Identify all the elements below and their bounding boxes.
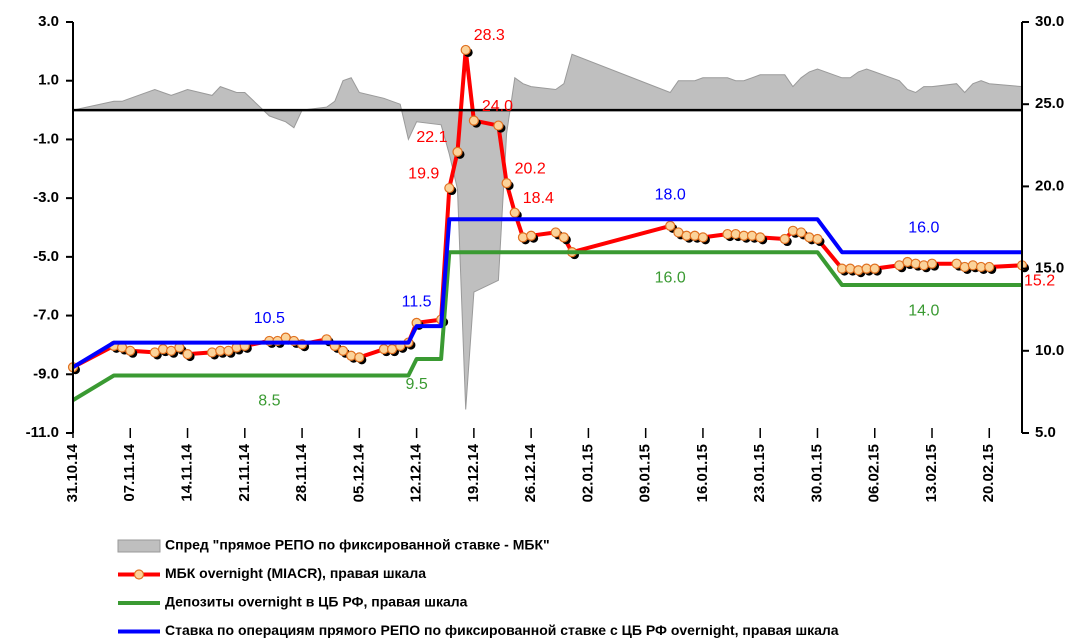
data-label: 19.9 [408, 165, 439, 182]
marker [157, 344, 169, 355]
marker [967, 260, 979, 271]
x-tick-label: 06.02.15 [866, 444, 883, 502]
x-tick-label: 05.12.14 [350, 443, 367, 502]
marker [902, 256, 913, 268]
marker [206, 347, 218, 358]
legend-label: МБК overnight (MIACR), правая шкала [165, 565, 426, 581]
marker [804, 232, 815, 243]
x-tick-label: 07.11.14 [121, 443, 138, 501]
marker [444, 182, 455, 194]
y-tick-label: -3.0 [33, 189, 59, 206]
marker [501, 178, 512, 189]
x-tick-label: 28.11.14 [293, 443, 310, 501]
data-label: 28.3 [474, 27, 505, 44]
series-line [71, 217, 1022, 369]
x-tick-label: 31.10.14 [64, 443, 81, 502]
x-tick-label: 16.01.15 [694, 444, 711, 502]
data-label: 16.0 [908, 219, 939, 236]
data-label: 10.5 [254, 310, 285, 327]
data-label: 24.0 [482, 98, 513, 115]
x-tick-label: 13.02.15 [923, 444, 940, 502]
marker [460, 44, 471, 56]
data-label: 8.5 [258, 393, 280, 410]
marker [354, 352, 365, 363]
legend-label: Спред "прямое РЕПО по фиксированной став… [165, 537, 550, 553]
marker [493, 120, 504, 131]
marker [959, 261, 970, 273]
data-label: 9.5 [405, 376, 427, 393]
marker [918, 260, 929, 271]
legend-label: Ставка по операциям прямого РЕПО по фикс… [165, 622, 839, 638]
marker [689, 230, 700, 241]
y2-tick-label: 30.0 [1035, 13, 1064, 30]
data-label: 18.4 [523, 190, 554, 207]
marker [845, 263, 856, 274]
marker [517, 232, 529, 243]
x-tick-label: 30.01.15 [808, 444, 825, 502]
y-tick-label: 1.0 [38, 72, 59, 89]
y-tick-label: 3.0 [38, 13, 59, 30]
marker [337, 345, 349, 356]
marker [779, 233, 790, 245]
marker [746, 230, 758, 241]
data-label: 20.2 [515, 160, 546, 177]
marker [550, 227, 561, 238]
marker [665, 220, 676, 231]
y2-tick-label: 15.0 [1035, 260, 1064, 277]
x-tick-label: 19.12.14 [465, 443, 482, 502]
legend-label: Депозиты overnight в ЦБ РФ, правая шкала [165, 594, 468, 610]
marker [853, 265, 864, 276]
marker [910, 258, 921, 269]
x-tick-label: 02.01.15 [579, 444, 596, 502]
data-label: 15.2 [1024, 273, 1055, 290]
marker [452, 146, 463, 157]
legend-marker [133, 569, 145, 580]
x-tick-label: 21.11.14 [236, 443, 253, 501]
marker [526, 230, 537, 241]
marker [125, 345, 136, 356]
y2-tick-label: 10.0 [1035, 342, 1064, 359]
marker [755, 232, 766, 243]
series-line [71, 250, 1022, 402]
marker [509, 207, 520, 218]
data-label: 22.1 [416, 129, 447, 146]
x-tick-label: 26.12.14 [522, 443, 539, 502]
y-tick-label: -9.0 [33, 365, 59, 382]
marker [984, 261, 995, 273]
x-tick-label: 09.01.15 [637, 444, 654, 502]
marker [730, 228, 741, 240]
y-tick-label: -7.0 [33, 307, 59, 324]
data-label: 16.0 [655, 269, 686, 286]
marker [812, 233, 823, 245]
y2-tick-label: 20.0 [1035, 177, 1064, 194]
legend-swatch [117, 539, 161, 553]
marker [182, 348, 193, 360]
y-tick-label: -5.0 [33, 248, 59, 265]
data-label: 11.5 [402, 293, 432, 310]
marker [346, 350, 357, 361]
y-tick-label: -11.0 [26, 424, 59, 441]
x-tick-label: 20.02.15 [980, 444, 997, 502]
marker [796, 227, 807, 238]
data-label: 18.0 [655, 186, 686, 203]
y2-tick-label: 25.0 [1035, 95, 1064, 112]
marker [926, 258, 938, 269]
x-tick-label: 14.11.14 [179, 443, 196, 501]
marker [697, 232, 709, 243]
marker [468, 115, 479, 126]
marker [869, 263, 880, 274]
y2-tick-label: 5.0 [1035, 424, 1056, 441]
x-tick-label: 23.01.15 [751, 444, 768, 502]
x-tick-label: 12.12.14 [408, 443, 425, 502]
spread-area [72, 53, 1023, 410]
y-tick-label: -1.0 [33, 130, 59, 147]
marker [558, 232, 569, 243]
marker [787, 225, 799, 236]
data-label: 14.0 [908, 302, 939, 319]
